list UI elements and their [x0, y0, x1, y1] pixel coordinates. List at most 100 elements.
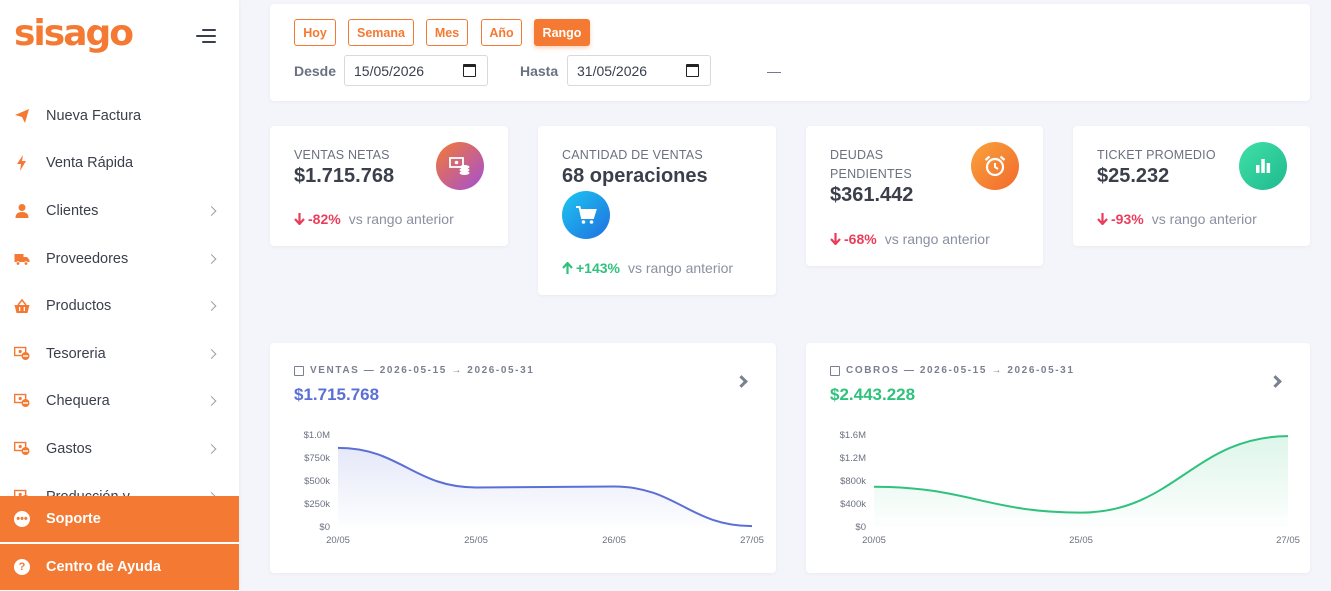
kpi-change-percent: +143% [576, 260, 620, 276]
y-tick-label: $400k [840, 499, 866, 510]
user-icon [14, 203, 30, 219]
paper-plane-icon [14, 108, 30, 124]
from-date-input[interactable]: 15/05/2026 [344, 55, 488, 86]
arrow-down-icon [1097, 213, 1108, 225]
kpi-title: VENTAS NETAS [294, 148, 390, 162]
range-today-button[interactable]: Hoy [294, 19, 336, 46]
kpi-change-percent: -68% [844, 231, 877, 247]
calendar-icon[interactable] [686, 64, 699, 77]
sidebar-nav: Nueva Factura Venta Rápida Clientes Prov… [0, 92, 239, 502]
range-year-button[interactable]: Año [481, 19, 522, 46]
kpi-change: -82% vs rango anterior [294, 211, 454, 227]
kpi-title: DEUDAS PENDIENTES [830, 146, 912, 184]
y-tick-label: $750k [304, 453, 330, 464]
y-tick-label: $1.2M [840, 453, 866, 464]
app-logo[interactable]: sisago [14, 13, 134, 54]
cart-icon [562, 191, 610, 239]
sidebar-item-label: Tesoreria [46, 345, 106, 362]
kpi-change-percent: -82% [308, 211, 341, 227]
y-tick-label: $250k [304, 499, 330, 510]
help-center-button[interactable]: ? Centro de Ayuda [0, 544, 239, 590]
y-tick-label: $1.0M [304, 430, 330, 441]
sidebar-item-gastos[interactable]: Gastos [0, 425, 239, 473]
cash-stack-icon [436, 142, 484, 190]
chart-header: VENTAS — 2026-05-15 → 2026-05-31 [294, 365, 534, 376]
from-label: Desde [294, 63, 337, 79]
sidebar-item-label: Productos [46, 298, 112, 315]
range-month-button[interactable]: Mes [426, 19, 468, 46]
sidebar-item-label: Venta Rápida [46, 155, 134, 172]
bolt-icon [14, 155, 30, 172]
to-label: Hasta [520, 63, 559, 79]
sidebar-item-clientes[interactable]: Clientes [0, 187, 239, 235]
chevron-right-icon [206, 348, 217, 359]
support-label: Soporte [46, 511, 101, 527]
kpi-change: -68% vs rango anterior [830, 231, 990, 247]
series-area [874, 436, 1288, 527]
kpi-value: $1.715.768 [294, 165, 395, 187]
sidebar-item-label: Nueva Factura [46, 107, 142, 124]
chat-icon: ••• [14, 511, 30, 527]
x-tick-label: 20/05 [862, 535, 886, 546]
sidebar-item-venta-rapida[interactable]: Venta Rápida [0, 140, 239, 188]
x-tick-label: 27/05 [740, 535, 764, 546]
chart-amount: $2.443.228 [830, 385, 916, 404]
sidebar-item-label: Chequera [46, 393, 110, 410]
x-tick-label: 20/05 [326, 535, 350, 546]
data-point[interactable] [474, 485, 478, 489]
menu-toggle-icon[interactable] [196, 28, 216, 44]
x-tick-label: 27/05 [1276, 535, 1300, 546]
sidebar-item-tesoreria[interactable]: Tesoreria [0, 330, 239, 378]
calendar-icon[interactable] [463, 64, 476, 77]
chevron-right-icon [206, 301, 217, 312]
kpi-title-line: PENDIENTES [830, 167, 912, 181]
kpi-change-caption: vs rango anterior [1151, 211, 1257, 227]
series-line [873, 435, 1289, 514]
data-point[interactable] [612, 485, 616, 489]
alarm-clock-icon [971, 142, 1019, 190]
to-date-input[interactable]: 31/05/2026 [567, 55, 711, 86]
sidebar-item-proveedores[interactable]: Proveedores [0, 235, 239, 283]
sidebar-item-chequera[interactable]: Chequera [0, 378, 239, 426]
sidebar-item-productos[interactable]: Productos [0, 282, 239, 330]
chevron-right-icon [206, 206, 217, 216]
sidebar-item-label: Clientes [46, 202, 99, 219]
data-point[interactable] [872, 485, 876, 489]
data-point[interactable] [336, 446, 340, 450]
date-separator: — [767, 63, 781, 79]
arrow-down-icon [830, 233, 841, 245]
chevron-right-icon [206, 253, 217, 264]
data-point[interactable] [750, 524, 754, 528]
truck-icon [14, 251, 30, 267]
y-tick-label: $500k [304, 476, 330, 487]
sidebar-item-label: Proveedores [46, 250, 129, 267]
collections-chart: $0 $400k $800k $1.2M $1.6M 20/05 25/05 27/05 [840, 430, 1300, 546]
cash-icon [14, 346, 30, 362]
arrow-down-icon [294, 213, 305, 225]
y-tick-label: $0 [855, 522, 866, 533]
kpi-card-deudas-pendientes: DEUDAS PENDIENTES $361.442 -68% vs rango… [806, 126, 1043, 266]
series-line [337, 446, 753, 528]
kpi-change-caption: vs rango anterior [627, 260, 734, 276]
chart-title: COBROS — 2026-05-15 → 2026-05-31 [846, 365, 1075, 376]
sales-chart-card: VENTAS — 2026-05-15 → 2026-05-31 $1.715.… [270, 343, 776, 573]
chevron-right-icon [206, 444, 217, 454]
kpi-card-ticket-promedio: TICKET PROMEDIO $25.232 -93% vs rango an… [1073, 126, 1310, 246]
arrow-up-icon [562, 262, 573, 274]
data-point[interactable] [1079, 511, 1083, 515]
chart-title: VENTAS — 2026-05-15 → 2026-05-31 [310, 365, 535, 376]
range-week-button[interactable]: Semana [348, 19, 414, 46]
kpi-title: CANTIDAD DE VENTAS [562, 148, 703, 162]
y-tick-label: $0 [319, 522, 330, 533]
support-button[interactable]: ••• Soporte [0, 496, 239, 542]
sidebar-item-nueva-factura[interactable]: Nueva Factura [0, 92, 239, 140]
kpi-change-percent: -93% [1111, 211, 1144, 227]
chart-header: COBROS — 2026-05-15 → 2026-05-31 [830, 365, 1075, 376]
x-tick-label: 26/05 [602, 535, 626, 546]
range-custom-button[interactable]: Rango [534, 19, 590, 46]
data-point[interactable] [1286, 434, 1290, 438]
date-filter-card: Hoy Semana Mes Año Rango Desde 15/05/202… [270, 4, 1310, 101]
chevron-right-icon [206, 396, 217, 407]
bar-chart-icon [1239, 142, 1287, 190]
kpi-title-line: DEUDAS [830, 148, 884, 162]
